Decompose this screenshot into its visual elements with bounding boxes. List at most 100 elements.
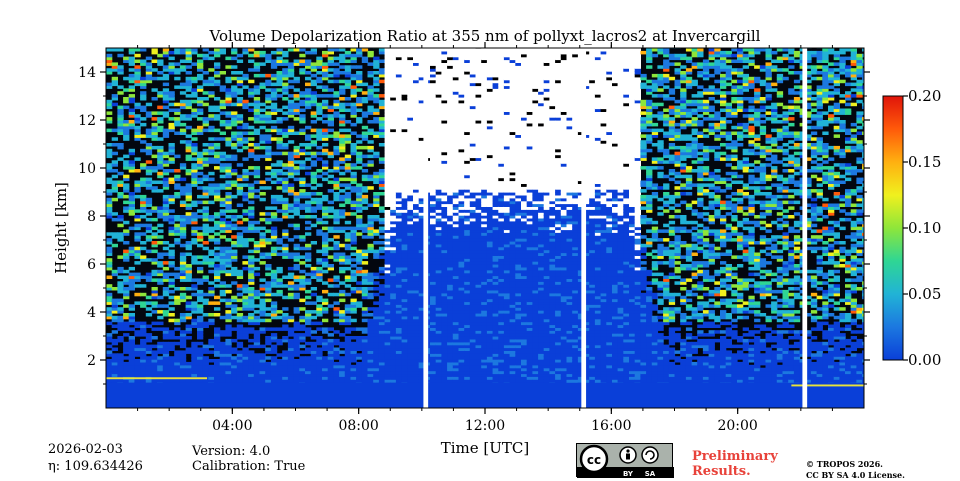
heatmap-cell: [174, 48, 180, 52]
heatmap-cell: [339, 65, 345, 69]
heatmap-cell: [203, 143, 209, 147]
heatmap-cell: [242, 296, 248, 300]
heatmap-cell: [311, 134, 317, 138]
heatmap-cell: [368, 186, 374, 190]
heatmap-cell: [169, 250, 175, 254]
heatmap-cell: [294, 333, 300, 337]
heatmap-cell: [322, 339, 328, 343]
heatmap-cell: [362, 111, 368, 115]
heatmap-cell: [208, 350, 214, 354]
heatmap-cell: [163, 178, 169, 182]
heatmap-cell: [299, 60, 305, 64]
heatmap-cell: [362, 270, 368, 274]
heatmap-cell: [146, 218, 152, 222]
heatmap-cell: [134, 195, 140, 199]
heatmap-cell: [294, 88, 300, 92]
heatmap-cell: [152, 117, 158, 121]
heatmap-cell: [373, 287, 379, 291]
heatmap-cell: [345, 65, 351, 69]
heatmap-cell: [152, 345, 158, 349]
heatmap-cell: [277, 278, 283, 282]
heatmap-cell: [305, 77, 311, 81]
heatmap-cell: [288, 85, 294, 89]
heatmap-cell: [333, 293, 339, 297]
heatmap-cell: [356, 166, 362, 170]
heatmap-cell: [277, 94, 283, 98]
heatmap-cell: [299, 189, 305, 193]
heatmap-cell: [373, 172, 379, 176]
heatmap-cell: [220, 235, 226, 239]
heatmap-cell: [311, 336, 317, 340]
heatmap-cell: [134, 273, 140, 277]
heatmap-cell: [260, 103, 266, 107]
heatmap-cell: [271, 51, 277, 55]
heatmap-cell: [225, 192, 231, 196]
heatmap-cell: [157, 229, 163, 233]
heatmap-cell: [163, 247, 169, 251]
heatmap-cell: [140, 247, 146, 251]
heatmap-cell: [305, 183, 311, 187]
heatmap-cell: [117, 181, 123, 185]
heatmap-cell: [299, 235, 305, 239]
heatmap-cell: [379, 117, 385, 121]
heatmap-cell: [288, 281, 294, 285]
heatmap-cell: [174, 169, 180, 173]
heatmap-cell: [214, 307, 220, 311]
heatmap-cell: [271, 60, 277, 64]
heatmap-cell: [322, 94, 328, 98]
heatmap-cell: [203, 299, 209, 303]
heatmap-cell: [305, 342, 311, 346]
heatmap-cell: [123, 270, 129, 274]
heatmap-cell: [157, 310, 163, 314]
heatmap-cell: [254, 290, 260, 294]
heatmap-cell: [288, 224, 294, 228]
heatmap-cell: [265, 172, 271, 176]
heatmap-cell: [220, 71, 226, 75]
heatmap-cell: [339, 244, 345, 248]
heatmap-cell: [277, 310, 283, 314]
heatmap-cell: [345, 120, 351, 124]
heatmap-cell: [294, 60, 300, 64]
heatmap-cell: [203, 345, 209, 349]
heatmap-cell: [288, 215, 294, 219]
heatmap-cell: [356, 267, 362, 271]
heatmap-cell: [180, 65, 186, 69]
heatmap-cell: [254, 273, 260, 277]
heatmap-cell: [191, 227, 197, 231]
heatmap-cell: [123, 175, 129, 179]
heatmap-cell: [322, 299, 328, 303]
heatmap-cell: [311, 241, 317, 245]
heatmap-cell: [368, 62, 374, 66]
heatmap-cell: [225, 57, 231, 61]
heatmap-cell: [311, 120, 317, 124]
heatmap-cell: [157, 270, 163, 274]
heatmap-cell: [316, 296, 322, 300]
heatmap-cell: [117, 299, 123, 303]
heatmap-cell: [231, 181, 237, 185]
heatmap-cell: [157, 304, 163, 308]
heatmap-cell: [220, 137, 226, 141]
heatmap-cell: [180, 201, 186, 205]
heatmap-cell: [220, 120, 226, 124]
heatmap-cell: [134, 157, 140, 161]
heatmap-cell: [163, 342, 169, 346]
heatmap-cell: [265, 307, 271, 311]
heatmap-cell: [288, 80, 294, 84]
heatmap-cell: [260, 284, 266, 288]
plot-area: [106, 45, 868, 408]
heatmap-cell: [174, 287, 180, 291]
heatmap-cell: [208, 339, 214, 343]
heatmap-cell: [140, 106, 146, 110]
heatmap-cell: [351, 212, 357, 216]
heatmap-cell: [356, 301, 362, 305]
heatmap-cell: [123, 229, 129, 233]
heatmap-cell: [186, 348, 192, 352]
heatmap-cell: [180, 253, 186, 257]
heatmap-cell: [146, 198, 152, 202]
heatmap-cell: [237, 114, 243, 118]
heatmap-cell: [220, 198, 226, 202]
heatmap-cell: [117, 192, 123, 196]
heatmap-cell: [277, 316, 283, 320]
heatmap-cell: [362, 91, 368, 95]
heatmap-cell: [163, 253, 169, 257]
